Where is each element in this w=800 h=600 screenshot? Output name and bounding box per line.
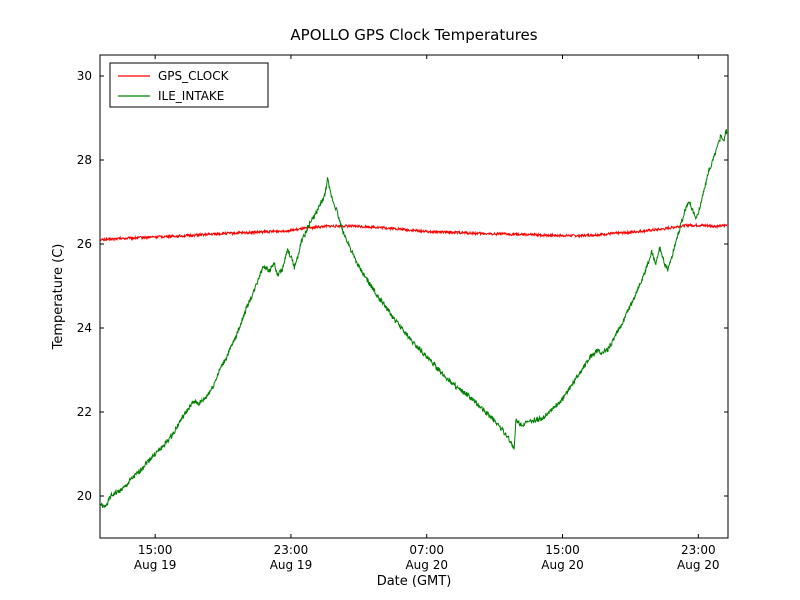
series-line-gps_clock [100,222,728,242]
y-tick-label: 24 [77,321,92,335]
x-tick-label: 23:00 [681,543,716,557]
y-tick-label: 20 [77,489,92,503]
legend-label-gps-clock: GPS_CLOCK [158,69,230,83]
legend-box [109,62,269,108]
x-axis-label: Date (GMT) [377,574,452,589]
axes-frame [99,54,729,539]
y-tick-label: 30 [77,69,92,83]
x-tick-label: 15:00 [138,543,173,557]
x-tick-label: 23:00 [274,543,309,557]
y-axis-label: Temperature (C) [51,244,66,351]
x-tick-sublabel: Aug 20 [405,558,448,572]
plot-background [100,55,728,538]
x-tick-sublabel: Aug 20 [677,558,720,572]
x-tick-sublabel: Aug 19 [134,558,177,572]
y-tick-label: 22 [77,405,92,419]
x-tick-sublabel: Aug 19 [270,558,313,572]
x-tick-label: 15:00 [545,543,580,557]
chart-title: APOLLO GPS Clock Temperatures [290,26,537,44]
x-tick-label: 07:00 [409,543,444,557]
legend-label-ile-intake: ILE_INTAKE [158,89,224,103]
y-tick-label: 28 [77,153,92,167]
series-line-ile_intake [100,128,728,509]
y-tick-label: 26 [77,237,92,251]
legend-entry-gps-clock: GPS_CLOCK [118,69,230,83]
legend-entry-ile-intake: ILE_INTAKE [118,89,224,103]
legend: GPS_CLOCK ILE_INTAKE [109,62,269,108]
x-tick-sublabel: Aug 20 [541,558,584,572]
